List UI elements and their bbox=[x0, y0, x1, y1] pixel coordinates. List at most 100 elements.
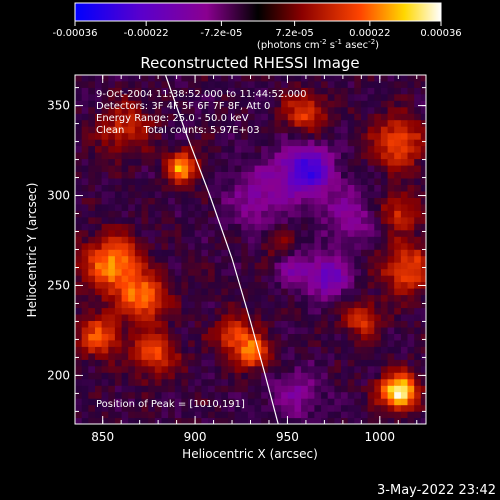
heatmap-cell bbox=[400, 171, 409, 179]
heatmap-cell bbox=[414, 268, 422, 276]
heatmap-cell bbox=[294, 417, 302, 424]
heatmap-cell bbox=[134, 352, 143, 360]
heatmap-cell bbox=[214, 404, 222, 412]
heatmap-cell bbox=[174, 158, 183, 166]
heatmap-cell bbox=[261, 132, 269, 140]
heatmap-cell bbox=[201, 320, 209, 328]
heatmap-cell bbox=[294, 326, 302, 334]
heatmap-cell bbox=[414, 326, 422, 334]
heatmap-cell bbox=[394, 119, 402, 127]
heatmap-cell bbox=[154, 126, 163, 134]
heatmap-cell bbox=[241, 404, 249, 412]
heatmap-cell bbox=[221, 93, 229, 101]
heatmap-cell bbox=[347, 184, 355, 192]
heatmap-cell bbox=[354, 210, 362, 218]
heatmap-cell bbox=[281, 203, 289, 211]
heatmap-cell bbox=[101, 171, 109, 179]
heatmap-cell bbox=[214, 320, 222, 328]
heatmap-cell bbox=[394, 164, 402, 172]
heatmap-cell bbox=[95, 229, 103, 237]
heatmap-cell bbox=[194, 249, 202, 257]
heatmap-cell bbox=[267, 398, 276, 406]
heatmap-cell bbox=[387, 346, 395, 354]
heatmap-cell bbox=[407, 223, 415, 231]
heatmap-cell bbox=[287, 385, 296, 393]
heatmap-cell bbox=[181, 320, 189, 328]
heatmap-cell bbox=[194, 275, 202, 283]
heatmap-cell bbox=[121, 339, 129, 347]
heatmap-cell bbox=[347, 80, 355, 88]
heatmap-cell bbox=[214, 391, 222, 399]
heatmap-cell bbox=[387, 339, 395, 347]
heatmap-cell bbox=[301, 93, 309, 101]
heatmap-cell bbox=[221, 275, 229, 283]
heatmap-cell bbox=[221, 249, 229, 257]
heatmap-cell bbox=[361, 352, 369, 360]
heatmap-cell bbox=[174, 242, 183, 250]
heatmap-cell bbox=[367, 275, 375, 283]
heatmap-cell bbox=[174, 417, 183, 424]
heatmap-cell bbox=[380, 385, 389, 393]
heatmap-cell bbox=[121, 385, 129, 393]
heatmap-cell bbox=[307, 339, 316, 347]
heatmap-cell bbox=[208, 333, 216, 341]
heatmap-cell bbox=[307, 113, 316, 121]
heatmap-cell bbox=[267, 152, 276, 160]
heatmap-cell bbox=[314, 119, 322, 127]
heatmap-cell bbox=[81, 255, 89, 263]
heatmap-cell bbox=[221, 242, 229, 250]
heatmap-cell bbox=[148, 249, 156, 257]
heatmap-cell bbox=[334, 372, 342, 380]
heatmap-cell bbox=[267, 184, 276, 192]
peak-position-label: Position of Peak = [1010,191] bbox=[96, 399, 245, 410]
heatmap-cell bbox=[361, 126, 369, 134]
heatmap-cell bbox=[314, 417, 322, 424]
heatmap-cell bbox=[394, 398, 402, 406]
heatmap-cell bbox=[321, 197, 329, 205]
heatmap-cell bbox=[188, 139, 196, 147]
heatmap-cell bbox=[420, 294, 426, 302]
heatmap-cell bbox=[387, 320, 395, 328]
heatmap-cell bbox=[287, 398, 296, 406]
heatmap-cell bbox=[121, 203, 129, 211]
heatmap-cell bbox=[148, 145, 156, 153]
heatmap-cell bbox=[261, 359, 269, 367]
heatmap-cell bbox=[394, 365, 402, 373]
heatmap-cell bbox=[301, 411, 309, 419]
heatmap-cell bbox=[334, 87, 342, 95]
heatmap-cell bbox=[114, 145, 123, 153]
heatmap-cell bbox=[234, 223, 242, 231]
heatmap-cell bbox=[214, 313, 222, 321]
heatmap-cell bbox=[168, 171, 176, 179]
heatmap-cell bbox=[88, 152, 96, 160]
heatmap-cell bbox=[374, 333, 382, 341]
heatmap-cell bbox=[228, 164, 236, 172]
heatmap-cell bbox=[121, 398, 129, 406]
heatmap-cell bbox=[307, 307, 316, 315]
heatmap-cell bbox=[148, 288, 156, 296]
heatmap-cell bbox=[294, 100, 302, 108]
heatmap-cell bbox=[334, 164, 342, 172]
heatmap-cell bbox=[154, 139, 163, 147]
heatmap-cell bbox=[314, 145, 322, 153]
heatmap-cell bbox=[394, 372, 402, 380]
heatmap-cell bbox=[108, 346, 116, 354]
heatmap-cell bbox=[267, 313, 276, 321]
heatmap-cell bbox=[321, 210, 329, 218]
heatmap-cell bbox=[128, 87, 136, 95]
heatmap-cell bbox=[354, 203, 362, 211]
heatmap-cell bbox=[134, 80, 143, 88]
heatmap-cell bbox=[241, 106, 249, 114]
heatmap-cell bbox=[354, 93, 362, 101]
heatmap-cell bbox=[121, 365, 129, 373]
heatmap-cell bbox=[201, 100, 209, 108]
heatmap-cell bbox=[334, 106, 342, 114]
heatmap-cell bbox=[327, 320, 335, 328]
heatmap-cell bbox=[128, 262, 136, 270]
heatmap-cell bbox=[420, 177, 426, 185]
heatmap-cell bbox=[361, 87, 369, 95]
heatmap-cell bbox=[380, 275, 389, 283]
heatmap-cell bbox=[188, 352, 196, 360]
heatmap-cell bbox=[414, 75, 422, 82]
heatmap-cell bbox=[208, 391, 216, 399]
